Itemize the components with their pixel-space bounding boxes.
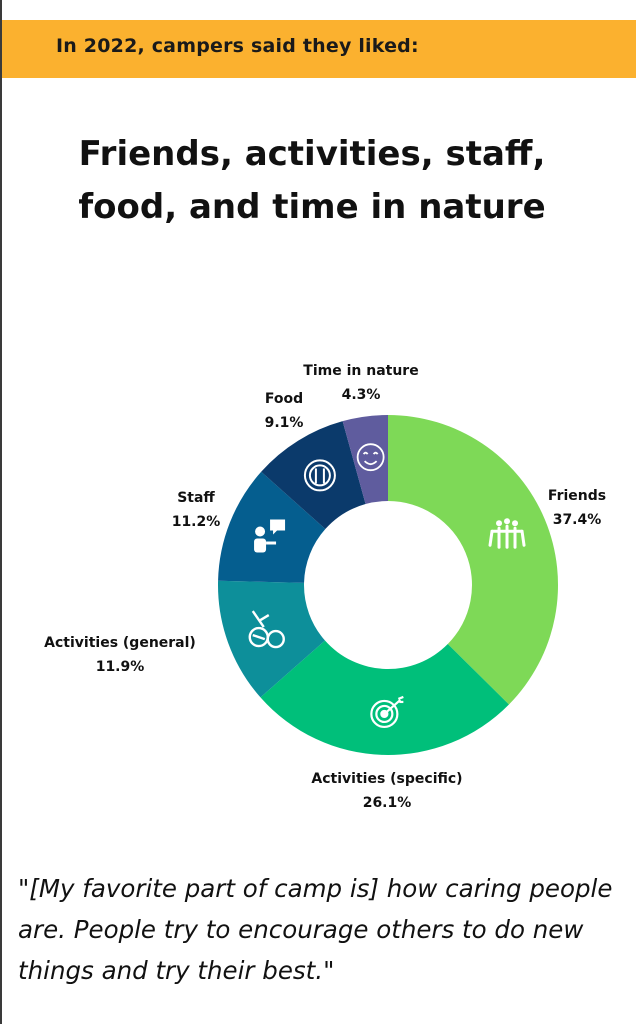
- banner-text: In 2022, campers said they liked:: [56, 35, 419, 57]
- slice-time-in-nature: [342, 415, 388, 505]
- headline-line-1: Friends, activities, staff,: [78, 134, 546, 174]
- slice-friends: [388, 415, 558, 705]
- value-label: 11.9%: [96, 659, 145, 675]
- smiling-face-icon: [356, 443, 385, 472]
- category-label: Activities (specific): [311, 771, 462, 787]
- category-label: Time in nature: [303, 363, 418, 379]
- group-of-friends-icon: [488, 518, 526, 549]
- value-label: 9.1%: [265, 415, 304, 431]
- donut-slices: [217, 415, 558, 755]
- camper-quote: "[My favorite part of camp is] how carin…: [18, 874, 613, 985]
- value-label: 26.1%: [363, 795, 412, 811]
- slice-labels: Friends 37.4% Activities (specific) 26.1% Ac…: [44, 363, 606, 811]
- value-label: 11.2%: [172, 514, 221, 530]
- target-icon: [370, 695, 404, 729]
- headline: Friends, activities, staff, food, and ti…: [40, 128, 584, 234]
- category-label: Activities (general): [44, 635, 196, 651]
- header-banner: In 2022, campers said they liked:: [2, 20, 636, 78]
- value-label: 37.4%: [553, 512, 602, 528]
- sports-equipment-icon: [248, 610, 285, 649]
- staff-chat-icon: [254, 519, 286, 553]
- slice-activities-general: [217, 580, 325, 698]
- donut-chart: Friends 37.4% Activities (specific) 26.1% Ac…: [44, 363, 606, 811]
- slice-icons: [248, 443, 526, 729]
- value-label: 4.3%: [342, 387, 381, 403]
- plate-utensils-icon: [303, 459, 336, 492]
- slice-activities-specific: [260, 640, 509, 755]
- headline-line-2: food, and time in nature: [78, 187, 546, 227]
- category-label: Food: [265, 391, 303, 407]
- category-label: Friends: [548, 488, 606, 504]
- left-border: [0, 0, 2, 1024]
- category-label: Staff: [177, 490, 215, 506]
- slice-food: [261, 421, 366, 530]
